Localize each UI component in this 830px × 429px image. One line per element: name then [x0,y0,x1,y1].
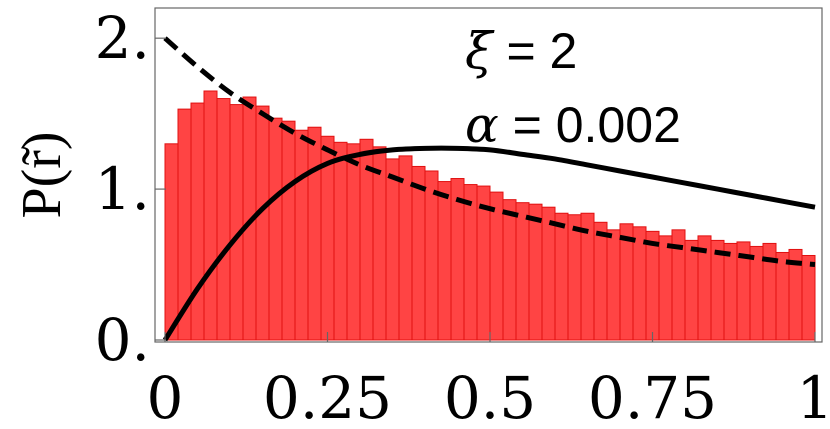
histogram-bar [723,242,738,341]
histogram-bar [554,212,569,341]
annotation-alpha-value: = 0.002 [499,97,681,153]
x-tick-label: 0.75 [588,364,717,429]
histogram-bar [437,181,452,341]
histogram-bar [775,251,790,341]
histogram-bar [658,235,673,341]
histogram-bar [606,229,621,341]
histogram-bar [372,146,387,341]
histogram-bar [424,170,439,341]
histogram-bar [515,202,530,341]
annotation-xi-symbol: ξ [465,22,495,80]
y-axis-label: P(r̃) [11,131,73,218]
x-tick-label: 1 [797,364,830,429]
annotation-alpha-symbol: α [465,96,499,154]
plot-frame [154,7,823,343]
histogram-bar [645,230,660,341]
histogram-bar [281,120,296,341]
histogram-bar [502,199,517,341]
y-tick-label: 1. [95,155,150,223]
x-tick-label: 0.5 [444,364,536,429]
x-tick-label: 0 [147,364,184,429]
histogram-bar [307,126,322,341]
annotation-xi: ξ = 2 [465,22,577,80]
histogram-bar [346,143,361,341]
histogram-bar [190,102,205,341]
curves [162,36,816,342]
histogram-bar [411,165,426,341]
histogram-bar [164,143,179,341]
histogram-bar [567,214,582,341]
histogram-bar [801,254,816,341]
histogram-bar [528,203,543,341]
y-axis-ticks: 0. 1. 2. [95,4,166,374]
histogram-bar [216,98,231,341]
histogram-bar [489,191,504,341]
annotation-xi-value: = 2 [493,23,578,79]
histogram-bar [463,184,478,341]
x-axis-ticks: 0 0.25 0.5 0.75 1 [147,332,830,429]
histogram-bar [398,155,413,341]
histogram-bar [333,141,348,341]
histogram-bar [541,206,556,341]
histogram-bar [385,158,400,341]
histogram-bar [229,104,244,341]
y-tick-label: 2. [95,4,150,72]
histogram-bar [255,105,270,341]
histogram-bar [684,239,699,341]
histogram-bar [203,90,218,341]
y-tick-label: 0. [95,306,150,374]
histogram-bar [593,221,608,341]
histogram-bar [294,129,309,341]
solid-curve [162,145,816,342]
x-tick-label: 0.25 [263,364,392,429]
dashed-curve [163,36,816,268]
histogram-bars [164,90,816,341]
annotation-alpha: α = 0.002 [465,96,681,154]
histogram-bar [749,245,764,341]
histogram-bar [268,117,283,341]
